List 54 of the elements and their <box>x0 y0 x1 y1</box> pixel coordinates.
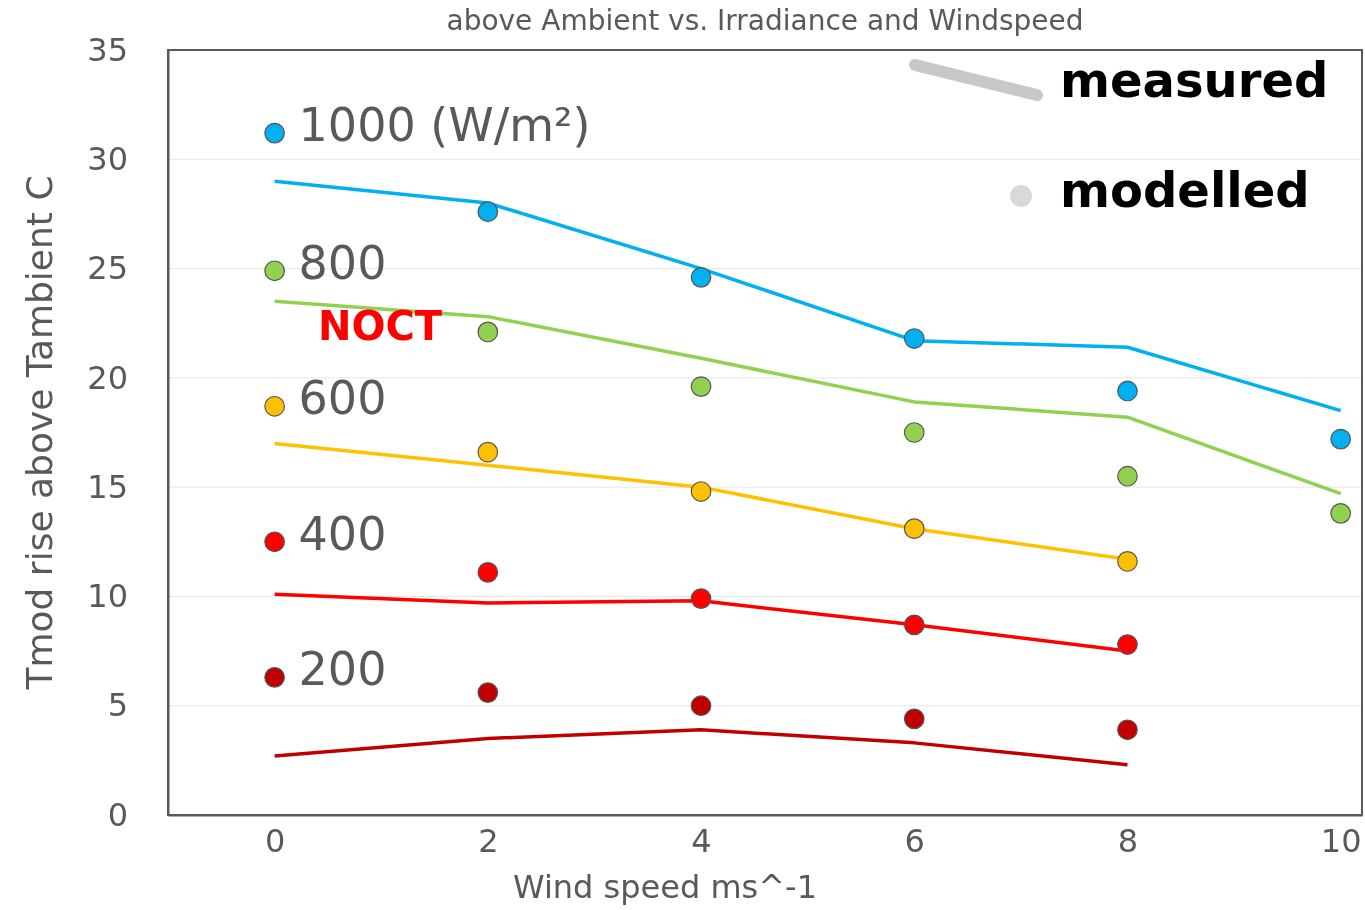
line-series <box>272 728 1130 767</box>
series-label: 400 <box>298 506 387 561</box>
y-tick-label: 5 <box>107 686 128 725</box>
point <box>903 708 925 730</box>
point <box>690 376 712 397</box>
point <box>477 201 499 223</box>
annotation: measured <box>1060 52 1329 108</box>
y-tick-label: 15 <box>87 467 128 506</box>
point <box>903 518 925 540</box>
point <box>1330 503 1352 524</box>
y-tick-label: 30 <box>87 140 128 179</box>
x-tick-label: 0 <box>264 821 286 860</box>
point <box>264 666 285 688</box>
y-axis-title: Tmod rise above Tambient C <box>19 175 60 691</box>
point <box>690 266 712 288</box>
x-tick-label: 6 <box>904 821 925 860</box>
point <box>690 588 712 609</box>
point <box>903 614 925 636</box>
point <box>903 328 925 349</box>
series-label: 600 <box>298 371 387 426</box>
y-tick-label: 25 <box>87 249 128 288</box>
y-tick-label: 20 <box>87 358 128 397</box>
point <box>264 531 285 553</box>
point <box>477 682 499 703</box>
point <box>1117 634 1138 655</box>
point <box>264 260 285 282</box>
point <box>264 122 285 144</box>
point <box>477 321 499 343</box>
x-tick-label: 10 <box>1320 821 1362 860</box>
annotation: modelled <box>1060 162 1310 218</box>
point <box>1330 428 1352 450</box>
point <box>264 395 285 417</box>
chart-title: above Ambient vs. Irradiance and Windspeed <box>446 4 1084 37</box>
point <box>1117 465 1138 487</box>
x-tick-label: 4 <box>691 821 712 860</box>
point <box>477 441 499 463</box>
point <box>1117 551 1138 572</box>
x-tick-label: 8 <box>1117 821 1139 860</box>
point <box>1117 719 1138 741</box>
series-label: 200 <box>298 642 387 697</box>
annotation: NOCT <box>317 303 443 349</box>
y-tick-label: 0 <box>107 795 128 834</box>
x-axis-title: Wind speed ms^-1 <box>513 868 817 906</box>
point <box>690 695 712 717</box>
line-series <box>272 299 1343 496</box>
point <box>1117 380 1138 402</box>
series-label: 800 <box>298 235 387 290</box>
series-label: 1000 (W/m²) <box>298 98 591 153</box>
x-tick-label: 2 <box>478 821 499 860</box>
point <box>477 562 499 583</box>
point <box>690 481 712 502</box>
y-tick-label: 10 <box>87 577 128 616</box>
y-tick-label: 35 <box>87 30 128 69</box>
point <box>903 422 925 443</box>
